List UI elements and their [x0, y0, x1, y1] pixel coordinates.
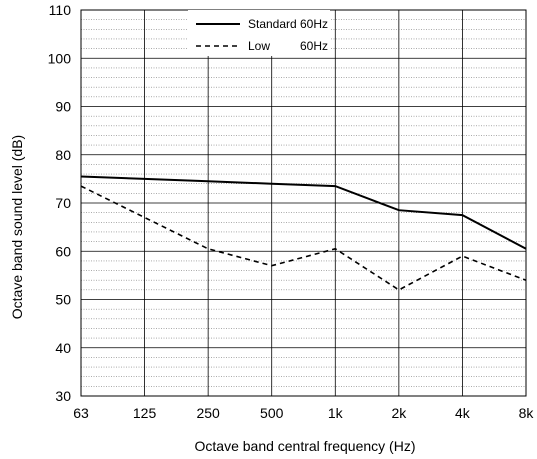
series-line-standard: [80, 175, 527, 250]
grid-lines: [81, 10, 526, 396]
x-tick-label: 500: [260, 405, 284, 421]
y-tick-label: 80: [55, 147, 71, 163]
y-tick-label: 40: [55, 340, 71, 356]
x-axis-label: Octave band central frequency (Hz): [195, 438, 416, 454]
y-tick-label: 100: [48, 50, 72, 66]
x-tick-label: 1k: [328, 405, 344, 421]
x-tick-label: 8k: [519, 405, 535, 421]
legend-background: [188, 10, 330, 56]
y-tick-label: 60: [55, 243, 71, 259]
y-tick-label: 90: [55, 99, 71, 115]
y-tick-label: 110: [49, 2, 72, 18]
x-tick-labels: 63 125 250 500 1k 2k 4k 8k: [73, 405, 534, 421]
legend-low-suffix: 60Hz: [300, 39, 328, 53]
x-tick-label: 125: [133, 405, 157, 421]
legend-standard-label: Standard: [248, 17, 297, 31]
series-layer: [80, 175, 527, 291]
x-tick-label: 4k: [455, 405, 471, 421]
y-tick-label: 70: [55, 195, 71, 211]
legend-low-label: Low: [248, 39, 270, 53]
y-tick-labels: 30 40 50 60 70 80 90 100 110: [48, 2, 72, 404]
legend: Standard 60Hz Low 60Hz: [188, 10, 330, 56]
y-tick-label: 30: [55, 388, 71, 404]
y-axis-label: Octave band sound level (dB): [9, 135, 25, 319]
series-line-low: [80, 185, 527, 291]
x-tick-label: 63: [73, 405, 89, 421]
x-tick-label: 2k: [391, 405, 407, 421]
y-tick-label: 50: [55, 292, 71, 308]
x-tick-label: 250: [196, 405, 220, 421]
legend-standard-suffix: 60Hz: [300, 17, 328, 31]
